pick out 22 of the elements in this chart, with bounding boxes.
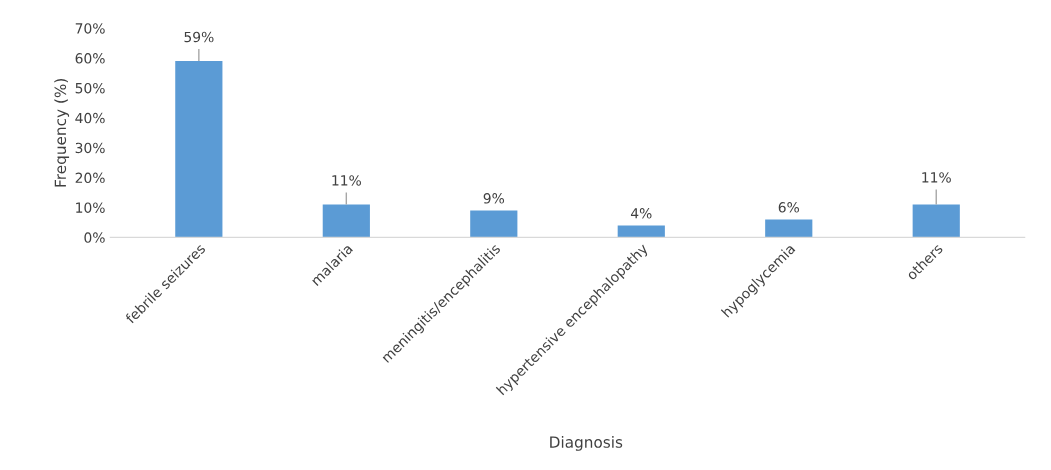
data-label: 9% — [483, 193, 505, 204]
bar — [617, 225, 665, 238]
y-tick-label: 70% — [75, 23, 105, 34]
data-label: 4% — [630, 208, 652, 219]
y-tick-label: 20% — [75, 172, 105, 184]
y-tick-label: 10% — [76, 202, 105, 213]
y-tick-label: 60% — [75, 53, 105, 64]
y-tick-label: 50% — [75, 82, 105, 94]
data-label: 11% — [332, 175, 361, 186]
y-tick-label: 0% — [84, 232, 105, 243]
bar — [765, 219, 813, 238]
data-label: 11% — [922, 172, 951, 183]
bar — [470, 210, 518, 238]
bar — [175, 61, 223, 238]
y-tick-label: 30% — [75, 142, 105, 154]
data-label: 59% — [184, 31, 214, 43]
y-tick-label: 40% — [75, 112, 105, 124]
bar — [322, 204, 370, 238]
x-axis-title: Diagnosis — [550, 436, 623, 451]
bar — [912, 204, 960, 238]
y-axis-title: Frequency (%) — [54, 78, 70, 187]
data-label: 6% — [778, 202, 800, 213]
